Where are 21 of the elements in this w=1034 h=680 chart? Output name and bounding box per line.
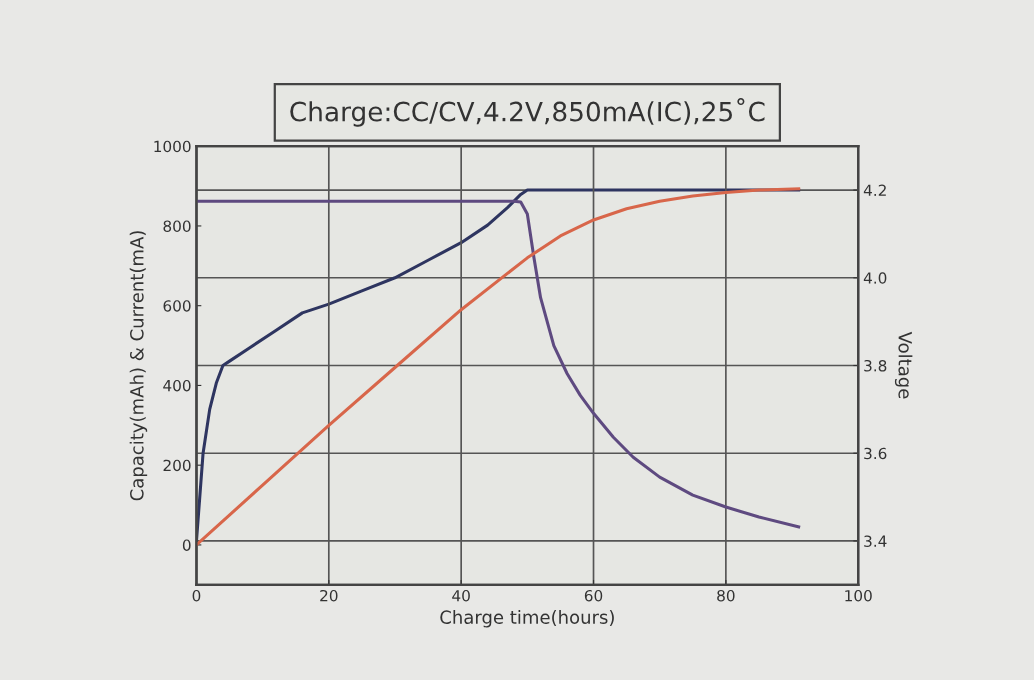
y-tick-label: 200 — [163, 459, 191, 472]
y-tick-label: 0 — [182, 539, 191, 551]
y2-tick-label: 4.0 — [863, 272, 887, 284]
y-tick-label: 1000 — [154, 140, 191, 153]
y2-tick-label: 4.2 — [863, 184, 886, 196]
y2-tick-label: 3.8 — [864, 359, 887, 372]
y-tick-label: 400 — [163, 379, 191, 392]
x-tick-label: 40 — [452, 589, 470, 602]
x-tick-label: 80 — [717, 589, 735, 602]
y-axis-title: Capacity(mAh) & Current(mA) — [129, 231, 148, 501]
y-tick-label: 600 — [163, 300, 191, 312]
x-tick-label: 100 — [845, 589, 872, 602]
y2-axis-title: Voltage — [894, 331, 913, 399]
y-tick-label: 800 — [163, 220, 191, 232]
x-tick-label: 0 — [192, 589, 201, 602]
x-axis-title: Charge time(hours) — [440, 610, 614, 628]
x-tick-label: 20 — [320, 589, 338, 602]
chart-title: Charge:CC/CV,4.2V,850mA(IC),25˚C — [290, 98, 765, 127]
y2-tick-label: 3.4 — [864, 535, 887, 547]
y2-tick-label: 3.6 — [864, 447, 887, 460]
x-tick-label: 60 — [584, 589, 603, 602]
